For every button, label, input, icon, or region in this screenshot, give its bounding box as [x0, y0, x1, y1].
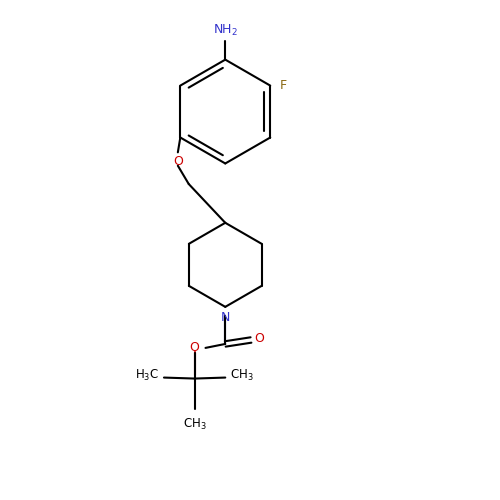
- Text: O: O: [254, 332, 264, 345]
- Text: H$_3$C: H$_3$C: [135, 368, 159, 383]
- Text: CH$_3$: CH$_3$: [230, 368, 254, 383]
- Text: NH$_2$: NH$_2$: [213, 24, 238, 38]
- Text: O: O: [190, 342, 200, 354]
- Text: F: F: [280, 79, 287, 92]
- Text: O: O: [173, 156, 183, 168]
- Text: CH$_3$: CH$_3$: [183, 416, 206, 432]
- Text: N: N: [220, 311, 230, 324]
